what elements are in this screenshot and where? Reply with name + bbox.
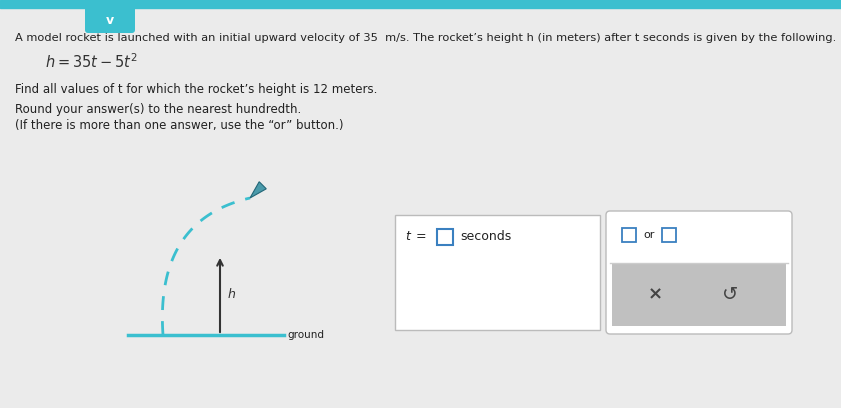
Text: ↺: ↺ <box>722 285 738 304</box>
Text: (If there is more than one answer, use the “or” button.): (If there is more than one answer, use t… <box>15 120 343 133</box>
Text: ground: ground <box>287 330 324 340</box>
Text: Find all values of t for which the rocket’s height is 12 meters.: Find all values of t for which the rocke… <box>15 84 378 97</box>
Polygon shape <box>250 182 267 198</box>
Text: A model rocket is launched with an initial upward velocity of 35  m/s. The rocke: A model rocket is launched with an initi… <box>15 33 836 43</box>
FancyBboxPatch shape <box>85 5 135 33</box>
Bar <box>612 263 786 326</box>
Text: v: v <box>106 13 114 27</box>
Text: seconds: seconds <box>460 231 511 244</box>
Text: $t\;=$: $t\;=$ <box>405 231 427 244</box>
Text: ×: × <box>648 286 663 304</box>
Text: or: or <box>643 230 654 240</box>
Text: $h=35t-5t^2$: $h=35t-5t^2$ <box>45 53 138 71</box>
FancyBboxPatch shape <box>622 228 636 242</box>
Text: Round your answer(s) to the nearest hundredth.: Round your answer(s) to the nearest hund… <box>15 104 301 117</box>
Text: h: h <box>228 288 235 302</box>
FancyBboxPatch shape <box>437 229 453 245</box>
FancyBboxPatch shape <box>606 211 792 334</box>
Bar <box>395 215 600 330</box>
Bar <box>0 0 841 8</box>
FancyBboxPatch shape <box>662 228 676 242</box>
